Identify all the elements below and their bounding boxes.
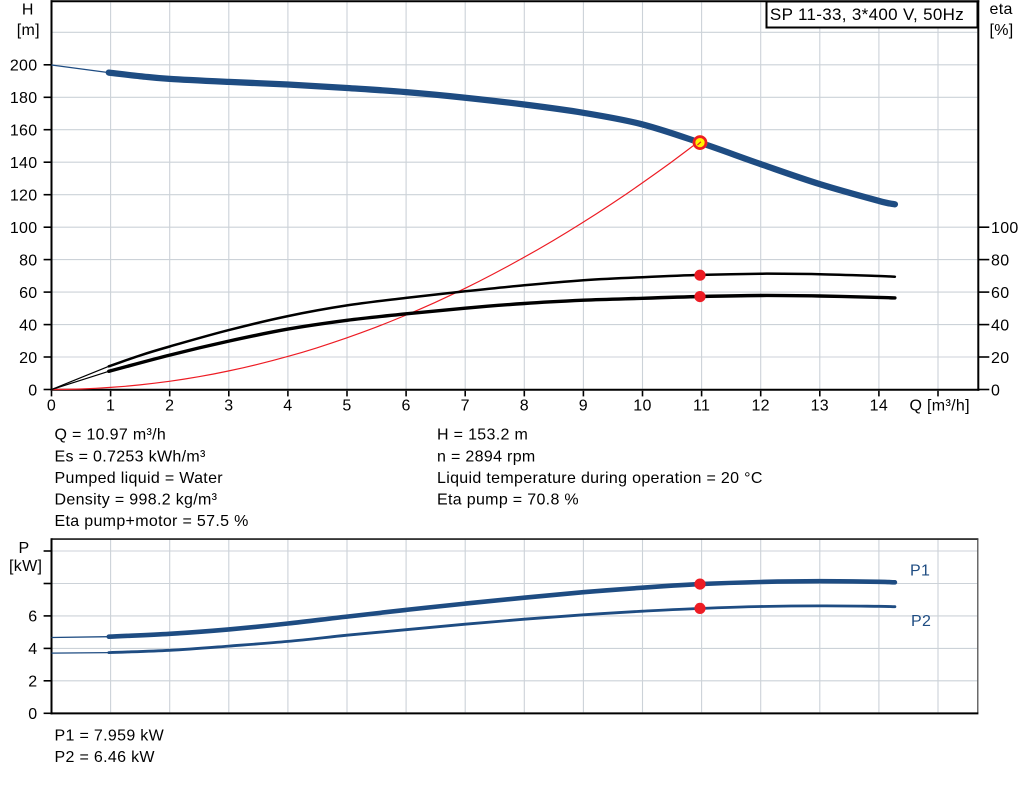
svg-text:200: 200 — [10, 58, 38, 75]
svg-text:80: 80 — [19, 252, 37, 269]
svg-text:Eta pump+motor = 57.5 %: Eta pump+motor = 57.5 % — [55, 513, 249, 530]
svg-text:5: 5 — [342, 398, 351, 415]
svg-text:11: 11 — [693, 398, 710, 415]
svg-text:2: 2 — [165, 398, 174, 415]
svg-text:Q = 10.97 m³/h: Q = 10.97 m³/h — [55, 427, 167, 444]
svg-text:10: 10 — [633, 398, 651, 415]
svg-text:6: 6 — [28, 609, 37, 626]
svg-text:20: 20 — [991, 350, 1009, 367]
svg-text:20: 20 — [19, 350, 37, 367]
svg-text:180: 180 — [10, 90, 38, 107]
svg-text:60: 60 — [19, 285, 37, 302]
svg-text:0: 0 — [28, 706, 37, 723]
svg-text:Density = 998.2 kg/m³: Density = 998.2 kg/m³ — [55, 491, 218, 508]
svg-text:120: 120 — [10, 188, 38, 205]
svg-text:P2 = 6.46 kW: P2 = 6.46 kW — [55, 749, 156, 766]
svg-text:160: 160 — [10, 123, 38, 140]
svg-text:P1: P1 — [910, 563, 930, 580]
svg-text:Pumped liquid = Water: Pumped liquid = Water — [55, 470, 224, 487]
svg-text:n = 2894 rpm: n = 2894 rpm — [437, 448, 536, 465]
svg-text:8: 8 — [520, 398, 529, 415]
svg-text:[kW]: [kW] — [9, 558, 42, 575]
svg-text:7: 7 — [461, 398, 470, 415]
svg-text:100: 100 — [10, 220, 38, 237]
svg-text:[%]: [%] — [990, 22, 1014, 39]
svg-text:H = 153.2 m: H = 153.2 m — [437, 427, 528, 444]
svg-text:Liquid temperature during oper: Liquid temperature during operation = 20… — [437, 470, 763, 487]
svg-text:6: 6 — [401, 398, 410, 415]
svg-text:0: 0 — [28, 382, 37, 399]
svg-text:80: 80 — [991, 252, 1009, 269]
svg-text:1: 1 — [106, 398, 115, 415]
svg-text:Eta pump = 70.8 %: Eta pump = 70.8 % — [437, 491, 579, 508]
svg-text:9: 9 — [579, 398, 588, 415]
svg-text:4: 4 — [28, 641, 37, 658]
svg-text:SP 11-33, 3*400 V, 50Hz: SP 11-33, 3*400 V, 50Hz — [770, 5, 964, 24]
svg-text:0: 0 — [47, 398, 56, 415]
svg-text:0: 0 — [991, 382, 1000, 399]
svg-text:140: 140 — [10, 155, 38, 172]
svg-text:3: 3 — [224, 398, 233, 415]
svg-text:60: 60 — [991, 285, 1009, 302]
svg-text:2: 2 — [28, 674, 37, 691]
svg-text:13: 13 — [811, 398, 829, 415]
svg-text:40: 40 — [19, 317, 37, 334]
svg-text:P: P — [19, 540, 30, 557]
svg-text:4: 4 — [283, 398, 292, 415]
svg-text:14: 14 — [870, 398, 888, 415]
svg-text:[m]: [m] — [17, 22, 40, 39]
svg-text:Es = 0.7253 kWh/m³: Es = 0.7253 kWh/m³ — [55, 448, 207, 465]
svg-text:40: 40 — [991, 317, 1009, 334]
svg-text:eta: eta — [990, 1, 1013, 18]
svg-text:12: 12 — [751, 398, 769, 415]
svg-text:Q [m³/h]: Q [m³/h] — [910, 398, 970, 415]
svg-text:100: 100 — [991, 220, 1019, 237]
svg-text:P2: P2 — [911, 613, 931, 630]
svg-text:P1 = 7.959 kW: P1 = 7.959 kW — [55, 728, 165, 745]
svg-text:H: H — [22, 2, 34, 19]
